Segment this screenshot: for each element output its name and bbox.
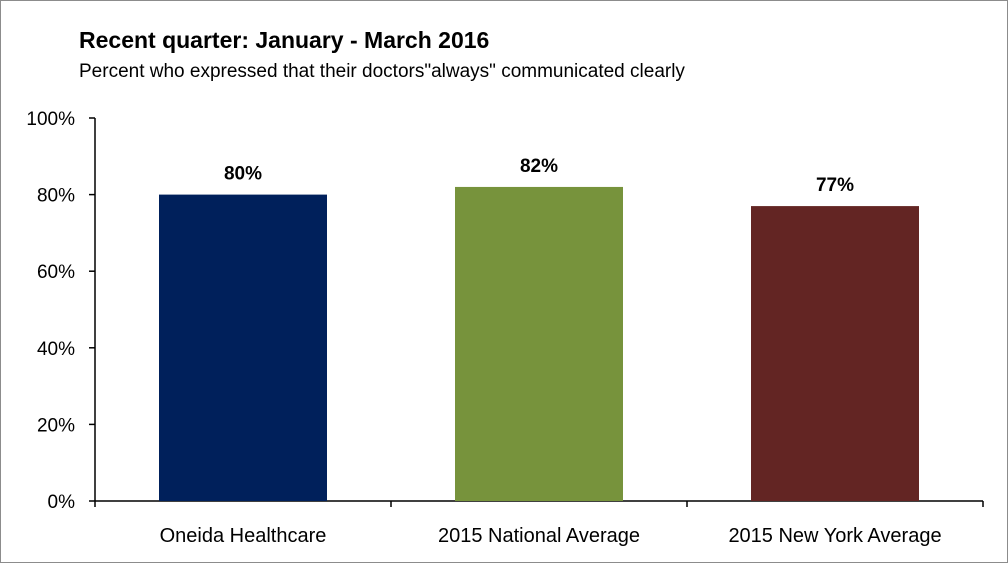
chart-title: Recent quarter: January - March 2016 xyxy=(79,27,490,53)
x-category-label: 2015 New York Average xyxy=(728,525,941,547)
x-category-label: Oneida Healthcare xyxy=(160,525,327,547)
y-tick-label: 20% xyxy=(37,415,75,436)
data-label: 80% xyxy=(224,164,262,185)
y-tick-label: 0% xyxy=(48,492,76,513)
data-label: 77% xyxy=(816,175,854,196)
y-tick-label: 100% xyxy=(26,109,75,130)
x-category-label: 2015 National Average xyxy=(438,525,640,547)
bar xyxy=(751,206,919,501)
bar xyxy=(159,194,327,501)
bar xyxy=(455,186,623,501)
chart-subtitle: Percent who expressed that their doctors… xyxy=(79,61,685,82)
data-label: 82% xyxy=(520,156,558,177)
y-tick-label: 60% xyxy=(37,262,75,283)
y-tick-label: 80% xyxy=(37,186,75,207)
y-tick-label: 40% xyxy=(37,339,75,360)
